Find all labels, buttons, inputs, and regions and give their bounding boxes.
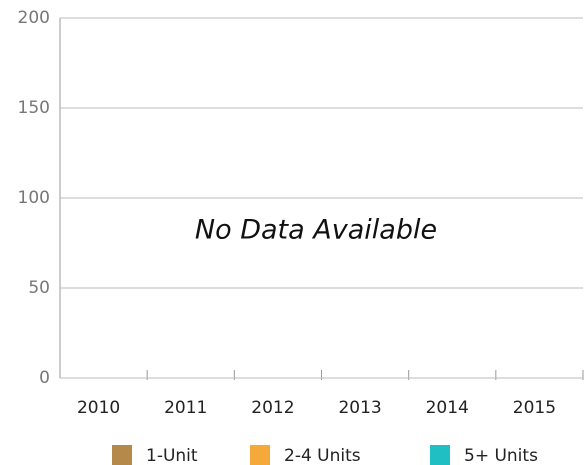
x-tick-label: 2013 (338, 398, 381, 418)
legend-swatch (250, 445, 270, 465)
x-tick-label: 2010 (77, 398, 120, 418)
legend-swatch (430, 445, 450, 465)
y-tick-label: 0 (39, 368, 50, 388)
y-tick-label: 200 (18, 8, 50, 28)
x-tick-label: 2015 (513, 398, 556, 418)
legend-label: 2-4 Units (284, 446, 361, 465)
legend-label: 5+ Units (464, 446, 538, 465)
y-tick-label: 50 (28, 278, 50, 298)
x-tick-label: 2012 (251, 398, 294, 418)
legend-swatch (112, 445, 132, 465)
legend-label: 1-Unit (146, 446, 198, 465)
x-tick-label: 2014 (426, 398, 469, 418)
x-tick-label: 2011 (164, 398, 207, 418)
y-tick-label: 150 (18, 98, 50, 118)
y-tick-label: 100 (18, 188, 50, 208)
no-data-annotation: No Data Available (195, 215, 437, 246)
